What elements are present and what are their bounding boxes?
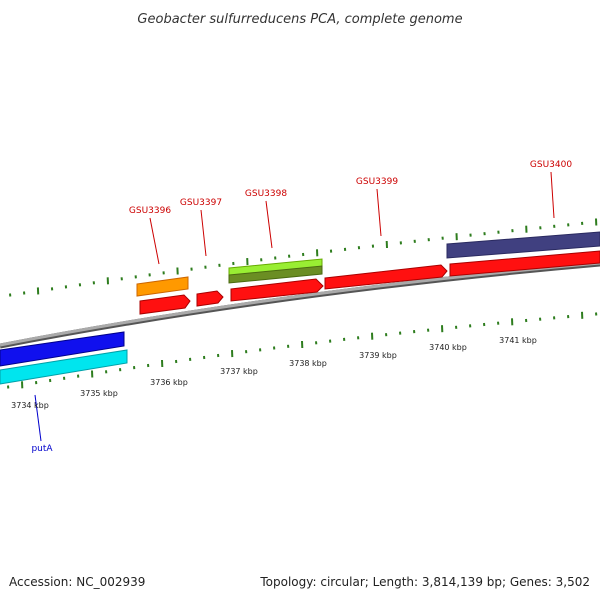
gene-label-gsu3398: GSU3398 [245, 189, 287, 199]
reverse-gene-bar [0, 331, 125, 367]
gene-label-puta: putA [31, 444, 53, 454]
orange-feature-bar [136, 276, 189, 297]
leader-line-gsu3396 [149, 217, 160, 265]
leader-line-gsu3397 [200, 209, 207, 257]
gene-label-gsu3397: GSU3397 [180, 198, 222, 208]
leader-line-gsu3400 [550, 171, 555, 219]
gene-label-gsu3399: GSU3399 [356, 177, 398, 187]
leader-line-puta [34, 394, 42, 442]
kbp-label: 3735 kbp [80, 389, 118, 398]
kbp-label: 3737 kbp [220, 367, 258, 376]
cds-arrow-gsu3397 [196, 290, 224, 307]
leader-line-gsu3399 [376, 188, 382, 237]
kbp-label: 3738 kbp [289, 359, 327, 368]
gene-labels: GSU3396 GSU3397 GSU3398 GSU3399 GSU3400 … [31, 160, 572, 454]
tick-marks [7, 218, 598, 389]
topology-summary-text: Topology: circular; Length: 3,814,139 bp… [259, 575, 590, 589]
kbp-label: 3740 kbp [429, 343, 467, 352]
gene-label-gsu3400: GSU3400 [530, 160, 572, 170]
reverse-features [0, 331, 128, 385]
reverse-cds-bar [0, 349, 128, 385]
map-title: Geobacter sulfurreducens PCA, complete g… [137, 12, 462, 27]
kbp-label: 3736 kbp [150, 378, 188, 387]
gene-leader-lines [34, 171, 555, 442]
gene-label-gsu3396: GSU3396 [129, 206, 171, 216]
navy-feature-bar [446, 231, 600, 259]
kbp-labels: 3734 kbp 3735 kbp 3736 kbp 3737 kbp 3738… [11, 336, 537, 410]
cds-arrow-gsu3396 [139, 294, 191, 315]
kbp-label: 3741 kbp [499, 336, 537, 345]
kbp-label: 3734 kbp [11, 401, 49, 410]
cds-arrow-gsu3399 [324, 264, 448, 290]
cds-arrow-gsu3398 [230, 278, 324, 302]
olive-feature-bar [228, 265, 323, 284]
kbp-label: 3739 kbp [359, 351, 397, 360]
forward-features [136, 231, 600, 315]
cds-arrow-gsu3400 [449, 250, 600, 277]
leader-line-gsu3398 [265, 200, 273, 249]
accession-text: Accession: NC_002939 [9, 575, 145, 589]
backbone [0, 261, 600, 347]
